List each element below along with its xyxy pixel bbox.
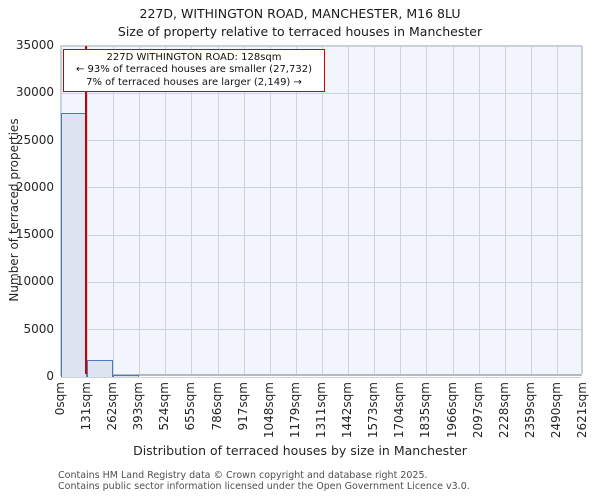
x-tick-label: 1704sqm [392, 382, 407, 439]
gridline-vertical [269, 46, 271, 374]
gridline-horizontal [61, 234, 581, 236]
gridline-vertical [478, 46, 480, 374]
gridline-horizontal [61, 281, 581, 283]
footer-attribution-line1: Contains HM Land Registry data © Crown c… [58, 470, 428, 481]
x-tick-label: 524sqm [157, 382, 172, 431]
annotation-box: 227D WITHINGTON ROAD: 128sqm ← 93% of te… [63, 49, 325, 93]
x-tick-label: 2097sqm [470, 382, 485, 439]
gridline-vertical [452, 46, 454, 374]
chart-title: 227D, WITHINGTON ROAD, MANCHESTER, M16 8… [139, 6, 461, 21]
gridline-vertical [165, 46, 167, 374]
property-size-marker-line [85, 46, 88, 374]
x-tick-label: 2228sqm [496, 382, 511, 439]
x-tick-label: 1179sqm [287, 382, 302, 439]
x-tick-label: 1573sqm [366, 382, 381, 439]
annotation-line-property: 227D WITHINGTON ROAD: 128sqm [106, 52, 282, 63]
y-tick-label: 35000 [15, 38, 54, 52]
gridline-horizontal [61, 376, 581, 378]
gridline-vertical [426, 46, 428, 374]
y-tick-label: 20000 [15, 179, 54, 194]
gridline-vertical [582, 46, 583, 374]
gridline-vertical [348, 46, 350, 374]
y-tick-label: 15000 [15, 227, 54, 242]
gridline-vertical [400, 46, 402, 374]
x-tick-label: 1048sqm [261, 382, 276, 439]
x-tick-label: 1311sqm [314, 382, 329, 439]
y-tick-label: 0 [46, 369, 54, 383]
x-tick-label: 1835sqm [418, 382, 433, 439]
gridline-horizontal [61, 329, 581, 331]
footer-attribution-line2: Contains public sector information licen… [58, 481, 470, 492]
plot-area [60, 45, 583, 378]
y-tick-label: 25000 [15, 132, 54, 147]
gridline-vertical [556, 46, 558, 374]
annotation-line-larger: 7% of terraced houses are larger (2,149)… [86, 76, 302, 88]
x-tick-label: 786sqm [209, 382, 224, 431]
gridline-vertical [374, 46, 376, 374]
gridline-horizontal [61, 187, 581, 189]
gridline-horizontal [61, 140, 581, 142]
histogram-bar [61, 113, 88, 377]
gridline-vertical [530, 46, 532, 374]
annotation-line-smaller: ← 93% of terraced houses are smaller (27… [76, 64, 312, 76]
x-tick-label: 131sqm [79, 382, 94, 431]
gridline-horizontal [61, 92, 581, 94]
y-tick-label: 30000 [15, 85, 54, 100]
gridline-vertical [243, 46, 245, 374]
chart-subtitle: Size of property relative to terraced ho… [117, 24, 483, 39]
x-tick-label: 262sqm [105, 382, 120, 431]
gridline-horizontal [61, 45, 581, 47]
x-tick-label: 1442sqm [340, 382, 355, 439]
gridline-vertical [322, 46, 324, 374]
x-tick-label: 2490sqm [548, 382, 563, 439]
y-tick-label: 10000 [15, 274, 54, 289]
x-tick-label: 0sqm [53, 382, 67, 416]
gridline-vertical [113, 46, 115, 374]
y-tick-label: 5000 [23, 321, 54, 336]
x-tick-label: 655sqm [183, 382, 198, 431]
x-axis-label: Distribution of terraced houses by size … [133, 443, 467, 458]
x-tick-label: 2359sqm [522, 382, 537, 439]
histogram-bar [113, 375, 140, 377]
gridline-vertical [217, 46, 219, 374]
x-tick-label: 917sqm [235, 382, 250, 431]
histogram-bar [87, 359, 114, 377]
gridline-vertical [87, 46, 89, 374]
x-tick-label: 1966sqm [444, 382, 459, 439]
gridline-vertical [139, 46, 141, 374]
x-tick-label: 393sqm [131, 382, 146, 431]
x-tick-label: 2621sqm [575, 382, 589, 439]
gridline-vertical [295, 46, 297, 374]
gridline-vertical [504, 46, 506, 374]
gridline-vertical [191, 46, 193, 374]
